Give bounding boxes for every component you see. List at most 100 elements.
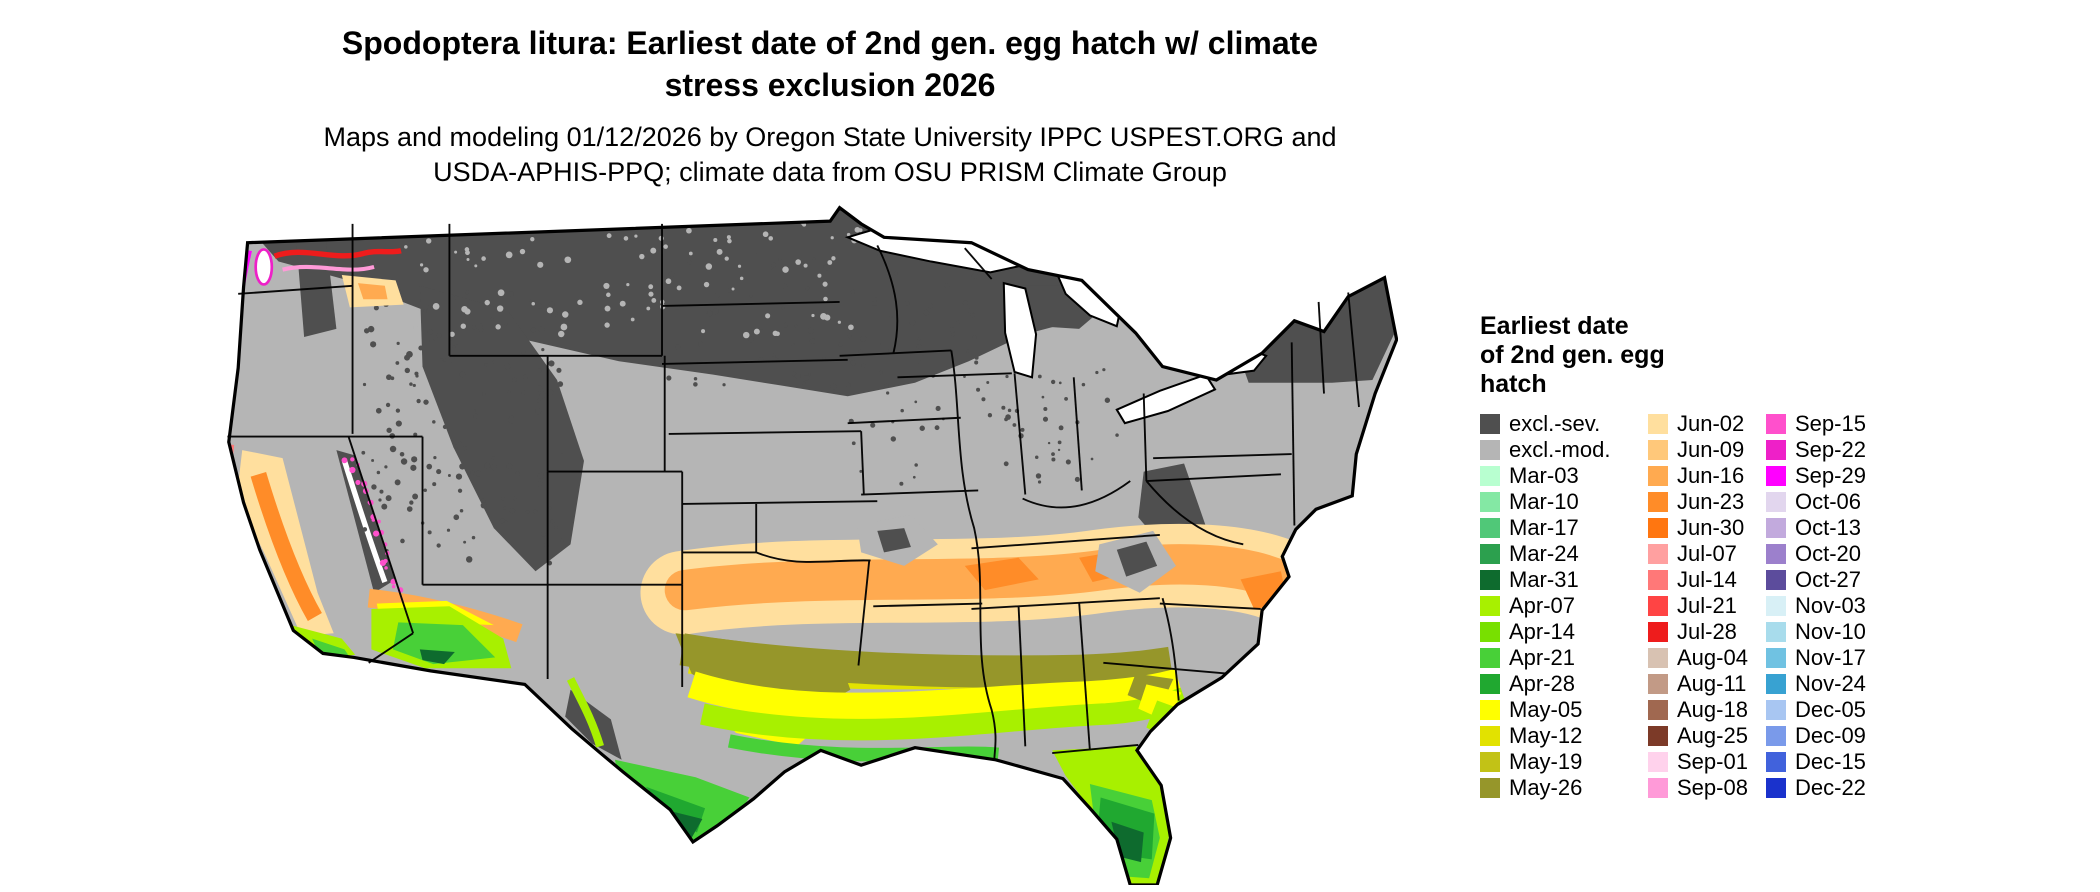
- legend-entry: Aug-04: [1648, 645, 1766, 671]
- legend-label: Sep-29: [1795, 463, 1866, 488]
- us-map: [227, 205, 1398, 885]
- legend-entry: Apr-28: [1480, 671, 1648, 697]
- map-region-columbia-jun16: [357, 283, 388, 300]
- legend-entry: Oct-27: [1766, 567, 1884, 593]
- legend-entry: Apr-14: [1480, 619, 1648, 645]
- legend-swatch: [1766, 778, 1786, 798]
- legend-swatch: [1480, 752, 1500, 772]
- legend-label: Aug-18: [1677, 697, 1748, 722]
- legend-swatch: [1648, 492, 1668, 512]
- legend-swatch: [1766, 466, 1786, 486]
- legend-label: Jun-09: [1677, 437, 1745, 462]
- legend-entry: May-26: [1480, 775, 1648, 801]
- legend-swatch: [1480, 492, 1500, 512]
- legend-title-line1: Earliest date: [1480, 312, 1629, 340]
- legend-swatch: [1766, 726, 1786, 746]
- legend-swatch: [1766, 440, 1786, 460]
- legend-label: Jun-23: [1677, 489, 1745, 514]
- legend-label: Apr-14: [1509, 619, 1576, 644]
- legend-swatch: [1480, 466, 1500, 486]
- legend-swatch: [1480, 648, 1500, 668]
- legend-entry: Aug-25: [1648, 723, 1766, 749]
- legend-label: May-12: [1509, 723, 1583, 748]
- legend-entry: Jun-23: [1648, 489, 1766, 515]
- legend-entry: Oct-20: [1766, 541, 1884, 567]
- map-title-line2: stress exclusion 2026: [664, 67, 996, 103]
- legend-entry: excl.-mod.: [1480, 437, 1648, 463]
- map-region-gacoast-apr21: [1159, 719, 1187, 744]
- map-region-appalachia-dark: [1116, 541, 1158, 577]
- legend-label: Nov-24: [1795, 671, 1866, 696]
- legend-swatch: [1480, 674, 1500, 694]
- legend-swatch: [1648, 674, 1668, 694]
- legend-label: Nov-10: [1795, 619, 1866, 644]
- legend-entry: Sep-15: [1766, 411, 1884, 437]
- map-subtitle-line2: USDA-APHIS-PPQ; climate data from OSU PR…: [433, 157, 1227, 187]
- legend-swatch: [1766, 570, 1786, 590]
- map-title: Spodoptera litura: Earliest date of 2nd …: [230, 22, 1430, 106]
- legend-entry: Mar-03: [1480, 463, 1648, 489]
- legend-label: Jul-21: [1677, 593, 1737, 618]
- legend-label: May-19: [1509, 749, 1583, 774]
- legend-swatch: [1766, 674, 1786, 694]
- legend-swatch: [1480, 414, 1500, 434]
- legend-swatch: [1480, 622, 1500, 642]
- legend-entry: Jul-21: [1648, 593, 1766, 619]
- map-region-excl-sev-cascades: [296, 237, 337, 337]
- legend-entry: Dec-05: [1766, 697, 1884, 723]
- legend-entry: Aug-11: [1648, 671, 1766, 697]
- legend-entry: Jun-02: [1648, 411, 1766, 437]
- legend-label: excl.-mod.: [1509, 437, 1611, 462]
- legend-swatch: [1480, 570, 1500, 590]
- legend-swatch: [1480, 544, 1500, 564]
- map-region-band-jun16: [664, 544, 1302, 611]
- legend-label: May-26: [1509, 775, 1583, 800]
- map-region-excl-sev-rockies: [419, 285, 584, 572]
- legend-swatch: [1648, 466, 1668, 486]
- map-region-jun23-spot1: [964, 557, 1039, 591]
- us-outline: [227, 205, 1398, 885]
- legend-swatch: [1648, 518, 1668, 538]
- legend-swatch: [1766, 414, 1786, 434]
- legend-label: Mar-17: [1509, 515, 1579, 540]
- legend-label: Dec-09: [1795, 723, 1866, 748]
- legend-entry: Apr-21: [1480, 645, 1648, 671]
- legend-entry: Mar-17: [1480, 515, 1648, 541]
- legend-label: Dec-15: [1795, 749, 1866, 774]
- legend-swatch: [1648, 648, 1668, 668]
- legend-entry: May-12: [1480, 723, 1648, 749]
- legend-label: Sep-15: [1795, 411, 1866, 436]
- legend-swatch: [1648, 778, 1668, 798]
- legend-entry: Sep-01: [1648, 749, 1766, 775]
- legend-label: Apr-28: [1509, 671, 1576, 696]
- legend-label: Mar-10: [1509, 489, 1579, 514]
- lake-erie: [1115, 373, 1217, 425]
- map-subtitle-line1: Maps and modeling 01/12/2026 by Oregon S…: [323, 122, 1337, 152]
- map-region-excl-sev-northeast: [1235, 277, 1394, 383]
- legend-swatch: [1766, 700, 1786, 720]
- map-region-az-apr21: [392, 622, 496, 665]
- legend-label: Jul-14: [1677, 567, 1737, 592]
- legend-entry: Nov-10: [1766, 619, 1884, 645]
- map-region-ozark-dark: [877, 528, 911, 553]
- legend-label: excl.-sev.: [1509, 411, 1601, 436]
- legend-swatch: [1480, 778, 1500, 798]
- legend-swatch: [1648, 700, 1668, 720]
- legend: Earliest date of 2nd gen. egg hatch excl…: [1480, 312, 1884, 801]
- legend-entry: Nov-03: [1766, 593, 1884, 619]
- legend-entry: Jun-30: [1648, 515, 1766, 541]
- map-region-band-may26: [679, 633, 1174, 688]
- legend-swatch: [1480, 726, 1500, 746]
- map-region-ca-valley-jun23: [250, 471, 322, 622]
- legend-column-3: Sep-15 Sep-22 Sep-29 Oct-06 Oct-13 Oct-20 Oct-…: [1766, 411, 1884, 801]
- legend-label: Aug-11: [1677, 671, 1747, 696]
- legend-entry: Jun-09: [1648, 437, 1766, 463]
- legend-swatch: [1766, 518, 1786, 538]
- legend-swatch: [1648, 726, 1668, 746]
- legend-entry: Mar-31: [1480, 567, 1648, 593]
- lake-michigan: [1002, 281, 1038, 379]
- legend-swatch: [1648, 414, 1668, 434]
- legend-title: Earliest date of 2nd gen. egg hatch: [1480, 312, 1884, 399]
- legend-label: Nov-17: [1795, 645, 1866, 670]
